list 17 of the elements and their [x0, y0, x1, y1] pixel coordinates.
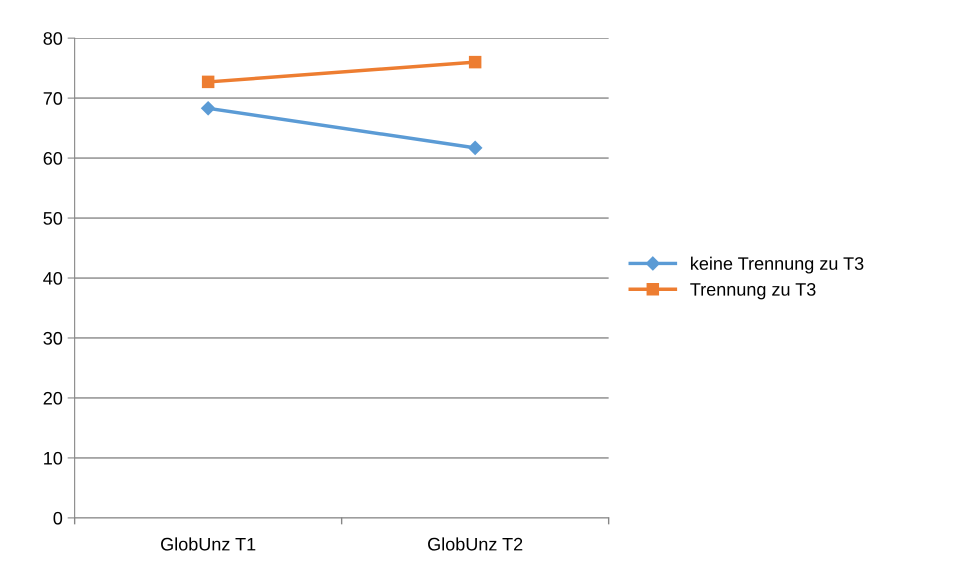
x-tick-label: GlobUnz T1: [161, 537, 256, 551]
point: [468, 56, 482, 68]
point: [201, 101, 216, 116]
y-tick-label: 10: [44, 452, 62, 465]
y-tick-label: 30: [43, 332, 62, 345]
y-tick-label: 50: [43, 212, 62, 225]
point: [468, 140, 482, 155]
y-tick-label: 20: [44, 392, 62, 405]
y-tick-label: 0: [54, 512, 62, 525]
y-tick-label: 80: [44, 32, 62, 45]
y-tick-label: 40: [43, 272, 62, 285]
x-tick-label: GlobUnz T2: [428, 537, 522, 551]
point: [202, 76, 214, 88]
legend-label: keine Trennung zu T3: [691, 256, 864, 274]
y-tick-label: 60: [44, 152, 62, 165]
y-tick-label: 70: [44, 92, 62, 105]
legend-label: Trennung zu T3: [690, 283, 816, 300]
